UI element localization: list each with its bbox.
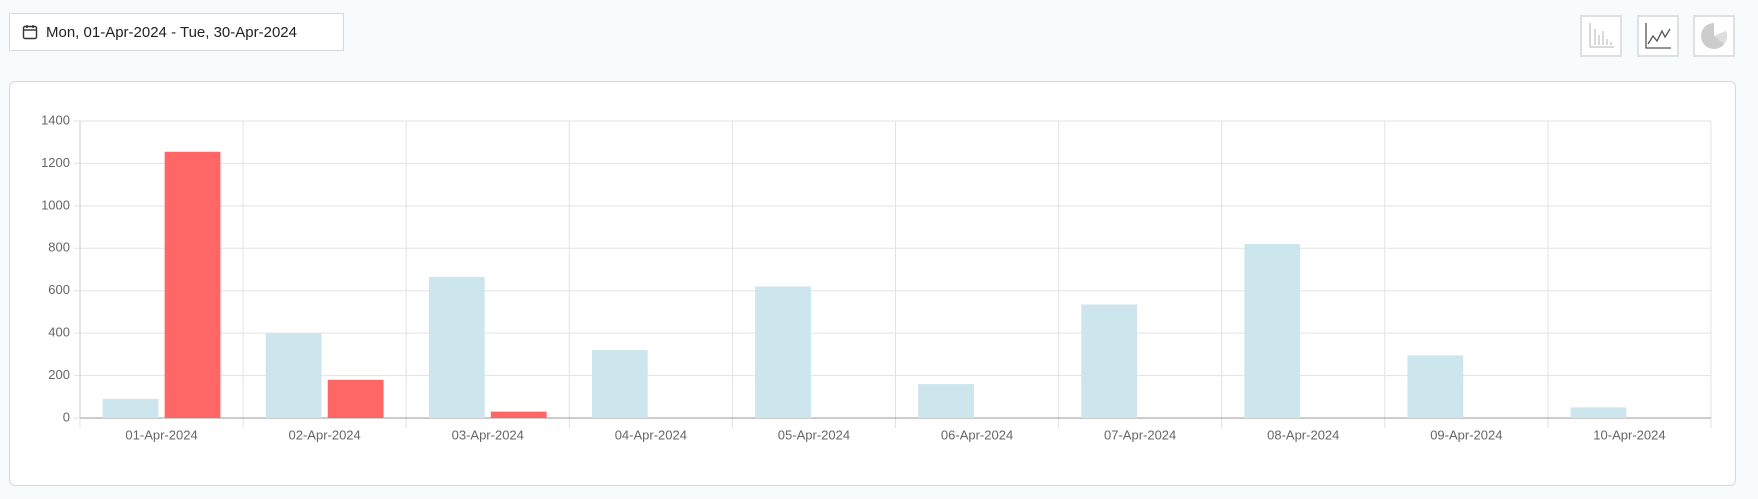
bar — [918, 384, 974, 418]
y-tick-label: 200 — [48, 367, 70, 382]
bar — [428, 276, 485, 418]
calendar-icon — [22, 25, 38, 40]
x-tick-label: 05-Apr-2024 — [778, 427, 850, 442]
x-tick-label: 06-Apr-2024 — [941, 427, 1013, 442]
bar — [265, 333, 322, 418]
y-tick-label: 1200 — [41, 155, 70, 170]
x-tick-label: 07-Apr-2024 — [1104, 427, 1176, 442]
date-range-text: Mon, 01-Apr-2024 - Tue, 30-Apr-2024 — [46, 23, 297, 41]
bar — [1244, 244, 1301, 418]
bar-icon — [1589, 23, 1614, 48]
line-chart-button[interactable] — [1637, 15, 1679, 57]
bar — [1081, 304, 1138, 418]
bar — [591, 350, 648, 418]
x-tick-label: 10-Apr-2024 — [1593, 427, 1665, 442]
pie-chart-button[interactable] — [1693, 15, 1735, 57]
bar-chart-button[interactable] — [1580, 15, 1622, 57]
x-tick-label: 08-Apr-2024 — [1267, 427, 1339, 442]
bar — [1570, 407, 1627, 418]
x-tick-label: 03-Apr-2024 — [452, 427, 524, 442]
x-tick-label: 01-Apr-2024 — [125, 427, 197, 442]
y-tick-label: 1000 — [41, 197, 70, 212]
x-tick-label: 09-Apr-2024 — [1430, 427, 1502, 442]
y-tick-label: 600 — [48, 282, 70, 297]
y-tick-label: 400 — [48, 325, 70, 340]
bar — [1407, 355, 1464, 418]
bar — [327, 379, 384, 418]
line-icon — [1645, 23, 1671, 49]
bar — [490, 411, 547, 418]
x-tick-label: 04-Apr-2024 — [615, 427, 687, 442]
y-tick-label: 0 — [63, 409, 70, 424]
bar — [102, 398, 159, 418]
date-range-picker[interactable]: Mon, 01-Apr-2024 - Tue, 30-Apr-2024 — [9, 13, 344, 51]
pie-icon — [1701, 23, 1727, 49]
y-tick-label: 800 — [48, 240, 70, 255]
bar — [755, 286, 811, 418]
bar — [164, 151, 221, 418]
y-tick-label: 1400 — [41, 112, 70, 127]
x-tick-label: 02-Apr-2024 — [289, 427, 361, 442]
